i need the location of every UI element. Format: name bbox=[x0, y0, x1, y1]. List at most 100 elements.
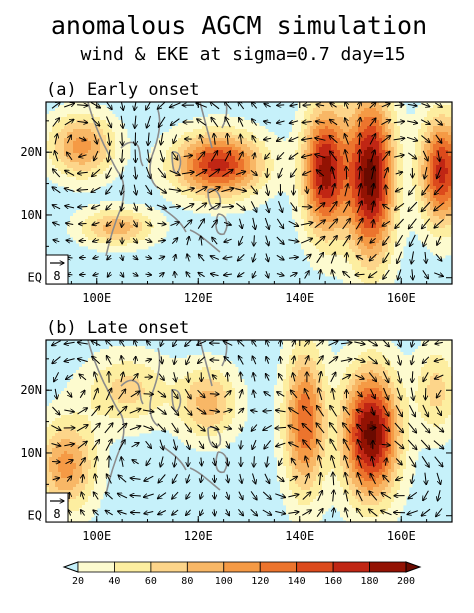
a-eke-cell bbox=[334, 267, 338, 271]
a-eke-cell bbox=[322, 135, 326, 139]
a-eke-cell bbox=[247, 153, 251, 157]
a-eke-cell bbox=[325, 201, 329, 205]
a-eke-cell bbox=[307, 201, 311, 205]
a-eke-cell bbox=[85, 165, 89, 169]
a-eke-cell bbox=[103, 246, 107, 250]
a-eke-cell bbox=[256, 198, 260, 202]
a-eke-cell bbox=[76, 132, 80, 136]
a-eke-cell bbox=[430, 210, 434, 214]
a-eke-cell bbox=[94, 165, 98, 169]
a-eke-cell bbox=[289, 150, 293, 154]
a-eke-cell bbox=[190, 135, 194, 139]
a-eke-cell bbox=[364, 261, 368, 265]
a-eke-cell bbox=[385, 147, 389, 151]
a-eke-cell bbox=[346, 246, 350, 250]
a-eke-cell bbox=[55, 111, 59, 115]
a-eke-cell bbox=[379, 162, 383, 166]
a-eke-cell bbox=[241, 132, 245, 136]
a-eke-cell bbox=[391, 240, 395, 244]
a-eke-cell bbox=[388, 225, 392, 229]
a-eke-cell bbox=[373, 264, 377, 268]
a-eke-cell bbox=[376, 216, 380, 220]
a-eke-cell bbox=[256, 156, 260, 160]
a-eke-cell bbox=[379, 141, 383, 145]
a-eke-cell bbox=[211, 165, 215, 169]
a-eke-cell bbox=[352, 156, 356, 160]
a-eke-cell bbox=[313, 156, 317, 160]
a-eke-cell bbox=[64, 141, 68, 145]
a-eke-cell bbox=[100, 243, 104, 247]
a-eke-cell bbox=[421, 240, 425, 244]
a-eke-cell bbox=[376, 198, 380, 202]
a-eke-cell bbox=[181, 201, 185, 205]
a-eke-cell bbox=[196, 189, 200, 193]
a-eke-cell bbox=[400, 183, 404, 187]
a-eke-cell bbox=[322, 141, 326, 145]
a-eke-cell bbox=[430, 120, 434, 124]
a-eke-cell bbox=[208, 174, 212, 178]
a-eke-cell bbox=[232, 174, 236, 178]
a-eke-cell bbox=[238, 165, 242, 169]
a-eke-cell bbox=[160, 183, 164, 187]
a-eke-cell bbox=[208, 198, 212, 202]
a-eke-cell bbox=[100, 129, 104, 133]
a-eke-cell bbox=[421, 237, 425, 241]
a-eke-cell bbox=[55, 144, 59, 148]
a-eke-cell bbox=[163, 147, 167, 151]
a-eke-cell bbox=[301, 198, 305, 202]
a-eke-cell bbox=[184, 180, 188, 184]
a-eke-cell bbox=[343, 267, 347, 271]
a-eke-cell bbox=[364, 171, 368, 175]
a-eke-cell bbox=[412, 198, 416, 202]
a-eke-cell bbox=[178, 201, 182, 205]
a-eke-cell bbox=[319, 165, 323, 169]
a-eke-cell bbox=[103, 180, 107, 184]
a-eke-cell bbox=[190, 192, 194, 196]
a-eke-cell bbox=[355, 126, 359, 130]
a-eke-cell bbox=[415, 165, 419, 169]
a-eke-cell bbox=[319, 264, 323, 268]
a-eke-cell bbox=[91, 111, 95, 115]
a-eke-cell bbox=[103, 105, 107, 109]
a-eke-cell bbox=[400, 180, 404, 184]
a-eke-cell bbox=[106, 144, 110, 148]
a-eke-cell bbox=[223, 210, 227, 214]
a-eke-cell bbox=[154, 237, 158, 241]
a-eke-cell bbox=[85, 132, 89, 136]
a-eke-cell bbox=[400, 204, 404, 208]
a-eke-cell bbox=[367, 219, 371, 223]
a-eke-cell bbox=[118, 243, 122, 247]
a-eke-cell bbox=[139, 234, 143, 238]
a-eke-cell bbox=[424, 126, 428, 130]
a-eke-cell bbox=[295, 174, 299, 178]
a-eke-cell bbox=[178, 123, 182, 127]
a-eke-cell bbox=[412, 195, 416, 199]
a-eke-cell bbox=[283, 186, 287, 190]
a-eke-cell bbox=[313, 231, 317, 235]
a-eke-cell bbox=[238, 150, 242, 154]
a-eke-cell bbox=[394, 276, 398, 280]
a-eke-cell bbox=[343, 177, 347, 181]
a-eke-cell bbox=[115, 129, 119, 133]
a-eke-cell bbox=[319, 267, 323, 271]
a-eke-cell bbox=[343, 108, 347, 112]
a-eke-cell bbox=[187, 177, 191, 181]
a-eke-cell bbox=[334, 258, 338, 262]
a-eke-cell bbox=[430, 216, 434, 220]
a-eke-cell bbox=[52, 141, 56, 145]
a-eke-cell bbox=[409, 159, 413, 163]
a-eke-cell bbox=[274, 192, 278, 196]
a-eke-cell bbox=[319, 258, 323, 262]
a-eke-cell bbox=[385, 231, 389, 235]
a-eke-cell bbox=[352, 177, 356, 181]
a-eke-cell bbox=[184, 168, 188, 172]
a-eke-cell bbox=[193, 201, 197, 205]
a-eke-cell bbox=[361, 174, 365, 178]
a-eke-cell bbox=[322, 192, 326, 196]
a-eke-cell bbox=[397, 147, 401, 151]
a-eke-cell bbox=[76, 102, 80, 106]
a-eke-cell bbox=[403, 243, 407, 247]
a-eke-cell bbox=[310, 258, 314, 262]
a-eke-cell bbox=[355, 162, 359, 166]
a-eke-cell bbox=[97, 129, 101, 133]
